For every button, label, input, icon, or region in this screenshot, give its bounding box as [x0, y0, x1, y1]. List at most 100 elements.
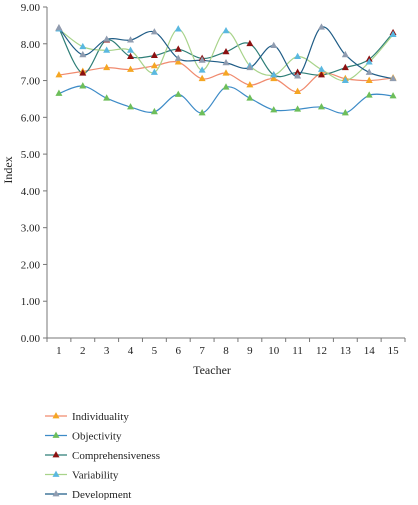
data-point-development: [127, 36, 135, 43]
legend-marker: [52, 451, 60, 458]
data-point-development: [103, 35, 111, 42]
x-tick-label: 9: [247, 345, 253, 357]
x-tick-label: 12: [316, 345, 327, 357]
data-point-comprehensiveness: [222, 47, 230, 55]
data-point-variability: [103, 46, 111, 53]
legend-item-development: Development: [45, 489, 131, 501]
data-point-variability: [317, 65, 325, 72]
y-tick-label: 8.00: [21, 39, 41, 51]
y-tick-label: 3.00: [21, 223, 41, 235]
data-point-individuality: [127, 65, 135, 72]
data-point-development: [294, 72, 302, 79]
data-point-variability: [294, 52, 302, 60]
data-point-development: [317, 23, 325, 30]
data-point-individuality: [103, 63, 111, 71]
legend-marker: [52, 431, 60, 438]
data-point-variability: [127, 46, 135, 53]
y-tick-label: 6.00: [21, 112, 41, 124]
data-point-individuality: [365, 76, 373, 83]
data-point-objectivity: [222, 83, 230, 90]
legend-marker: [52, 490, 60, 497]
data-point-development: [222, 58, 230, 66]
data-point-objectivity: [317, 103, 325, 110]
data-point-development: [270, 41, 278, 49]
legend-label: Individuality: [72, 411, 129, 423]
data-point-individuality: [55, 71, 63, 78]
x-tick-label: 10: [268, 345, 280, 357]
data-point-individuality: [174, 58, 182, 65]
axes: 0.00 1.00 2.00 3.00 4.00 5.00 6.00 7.00 8.00 9.00…: [21, 2, 406, 357]
legend-item-individuality: Individuality: [45, 411, 129, 423]
y-tick-label: 9.00: [21, 2, 41, 14]
x-tick-label: 7: [199, 345, 205, 357]
legend-label: Comprehensiveness: [72, 450, 160, 462]
data-point-variability: [222, 26, 230, 34]
x-tick-label: 2: [80, 345, 86, 357]
data-point-individuality: [294, 87, 302, 94]
data-point-variability: [365, 58, 373, 65]
data-point-objectivity: [150, 107, 158, 115]
legend-marker: [52, 412, 60, 419]
legend-label: Variability: [72, 470, 119, 482]
data-point-comprehensiveness: [127, 52, 135, 60]
y-tick-label: 1.00: [21, 296, 41, 308]
data-point-development: [246, 63, 254, 71]
data-point-objectivity: [174, 90, 182, 97]
y-tick-label: 0.00: [21, 333, 41, 345]
x-axis-title: Teacher: [193, 363, 231, 377]
data-point-variability: [389, 30, 397, 37]
data-point-variability: [174, 25, 182, 32]
series-markers: [55, 23, 397, 116]
legend-label: Objectivity: [72, 431, 122, 443]
y-tick-label: 5.00: [21, 149, 41, 161]
legend-item-comprehensiveness: Comprehensiveness: [45, 450, 160, 462]
data-point-objectivity: [246, 94, 254, 101]
data-point-comprehensiveness: [174, 45, 182, 52]
y-tick-label: 7.00: [21, 76, 41, 88]
data-point-development: [150, 28, 158, 35]
data-point-development: [79, 50, 87, 58]
data-point-objectivity: [79, 82, 87, 89]
legend-item-objectivity: Objectivity: [45, 431, 122, 443]
legend-marker: [52, 470, 60, 477]
data-point-objectivity: [103, 94, 111, 101]
data-point-variability: [198, 66, 206, 73]
y-tick-label: 4.00: [21, 186, 41, 198]
data-point-comprehensiveness: [150, 51, 158, 58]
data-point-development: [198, 56, 206, 63]
data-point-individuality: [150, 61, 158, 69]
data-point-comprehensiveness: [79, 69, 87, 76]
x-tick-label: 1: [56, 345, 62, 357]
y-tick-label: 2.00: [21, 259, 41, 271]
data-point-objectivity: [294, 105, 302, 112]
data-point-individuality: [222, 69, 230, 76]
x-tick-label: 4: [128, 345, 134, 357]
data-point-development: [55, 24, 63, 31]
data-point-variability: [270, 71, 278, 78]
data-point-individuality: [198, 74, 206, 82]
data-point-development: [365, 68, 373, 75]
data-point-development: [174, 54, 182, 61]
data-point-development: [341, 50, 349, 58]
x-tick-label: 6: [176, 345, 182, 357]
data-point-individuality: [246, 81, 254, 88]
data-point-objectivity: [341, 109, 349, 116]
x-tick-label: 14: [364, 345, 376, 357]
x-tick-label: 8: [223, 345, 229, 357]
x-tick-label: 11: [292, 345, 303, 357]
data-point-variability: [79, 42, 87, 50]
legend-item-variability: Variability: [45, 470, 119, 482]
x-tick-label: 3: [104, 345, 110, 357]
data-point-variability: [150, 68, 158, 75]
data-point-development: [389, 74, 397, 82]
data-point-comprehensiveness: [246, 39, 254, 47]
legend-label: Development: [72, 489, 131, 500]
data-point-variability: [341, 76, 349, 83]
data-point-objectivity: [365, 91, 373, 98]
data-point-individuality: [270, 74, 278, 82]
y-axis-title: Index: [1, 156, 15, 183]
data-point-comprehensiveness: [317, 71, 325, 78]
data-point-objectivity: [198, 109, 206, 116]
